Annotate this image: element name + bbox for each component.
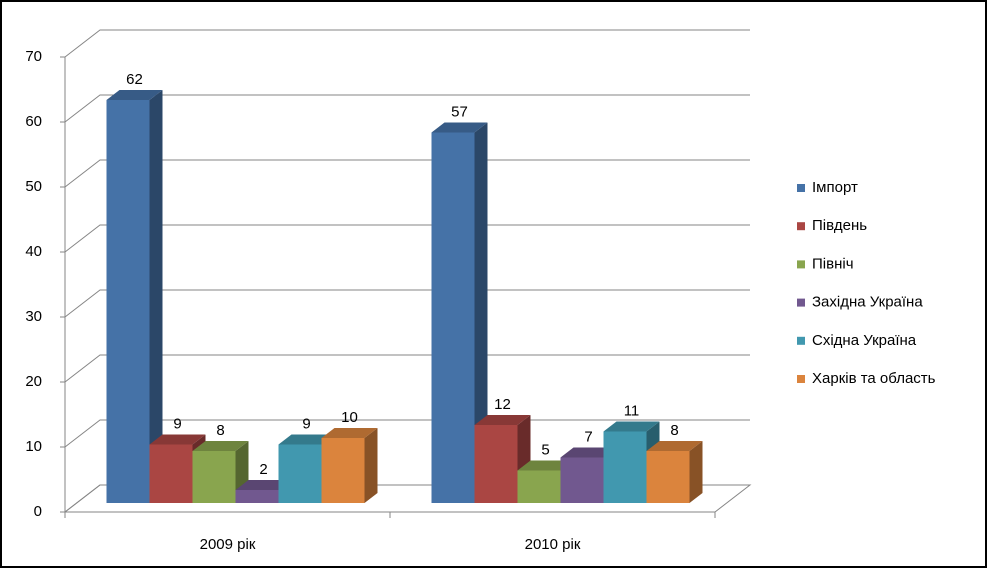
legend-swatch: [797, 336, 805, 345]
grid-line: [64, 94, 750, 123]
legend-label: Харків та область: [812, 370, 936, 387]
bar-top: [321, 428, 378, 438]
data-label: 8: [670, 422, 678, 439]
x-tick-label: 2010 рік: [525, 536, 581, 553]
legend-label: Північ: [812, 255, 854, 272]
data-label: 2: [259, 461, 267, 478]
bar-top: [431, 122, 488, 133]
y-tick-label: 40: [25, 243, 42, 260]
bar: [278, 444, 322, 503]
bar-top: [149, 434, 206, 445]
data-label: 5: [541, 441, 549, 458]
grid-line: [64, 289, 750, 318]
data-label: 12: [494, 396, 511, 413]
bar-side: [149, 90, 163, 503]
legend-swatch: [797, 260, 805, 269]
y-tick-label: 60: [25, 113, 42, 130]
y-tick-label: 10: [25, 438, 42, 455]
data-label: 9: [173, 415, 181, 432]
y-tick-label: 70: [25, 48, 42, 65]
legend-swatch: [797, 184, 805, 192]
y-tick-label: 30: [25, 308, 42, 325]
bar: [517, 470, 561, 503]
data-label: 62: [126, 71, 143, 88]
legend-swatch: [797, 298, 805, 307]
bar-top: [560, 447, 617, 458]
bar: [474, 425, 518, 503]
y-tick-label: 50: [25, 178, 42, 195]
data-label: 10: [341, 409, 358, 426]
data-label: 8: [216, 422, 224, 439]
bar-top: [474, 415, 531, 425]
bar: [431, 132, 475, 503]
legend-label: Імпорт: [812, 179, 858, 196]
grid-line: [64, 354, 750, 383]
data-label: 57: [451, 103, 468, 120]
grid-line: [64, 159, 750, 188]
bar-top: [106, 90, 163, 100]
bar: [646, 451, 690, 503]
data-label: 9: [302, 415, 310, 432]
bar: [321, 438, 365, 503]
legend-label: Південь: [812, 217, 867, 234]
legend-label: Західна Україна: [812, 294, 923, 311]
bar-top: [603, 421, 660, 432]
x-tick-label: 2009 рік: [200, 536, 256, 553]
data-label: 11: [624, 402, 640, 419]
y-tick-label: 20: [25, 373, 42, 390]
bar: [235, 490, 279, 503]
bar-top: [646, 441, 703, 451]
legend-swatch: [797, 222, 805, 231]
bar-side: [364, 428, 378, 503]
bar: [106, 100, 150, 503]
legend-label: Східна Україна: [812, 332, 917, 349]
grid-line: [64, 419, 750, 448]
bar-side: [474, 122, 488, 503]
bar: [603, 431, 647, 503]
bar: [192, 451, 236, 503]
bar-top: [235, 480, 292, 490]
grid-line: [64, 29, 750, 58]
bar-top: [278, 434, 335, 445]
data-label: 7: [584, 428, 592, 445]
grid-line: [64, 224, 750, 253]
bar: [149, 444, 193, 503]
bar: [560, 457, 604, 503]
y-tick-label: 0: [34, 503, 42, 520]
bar-side: [689, 441, 703, 503]
bar-top: [517, 460, 574, 471]
bar-top: [192, 441, 249, 451]
floor: [63, 484, 752, 513]
legend-swatch: [797, 375, 805, 383]
